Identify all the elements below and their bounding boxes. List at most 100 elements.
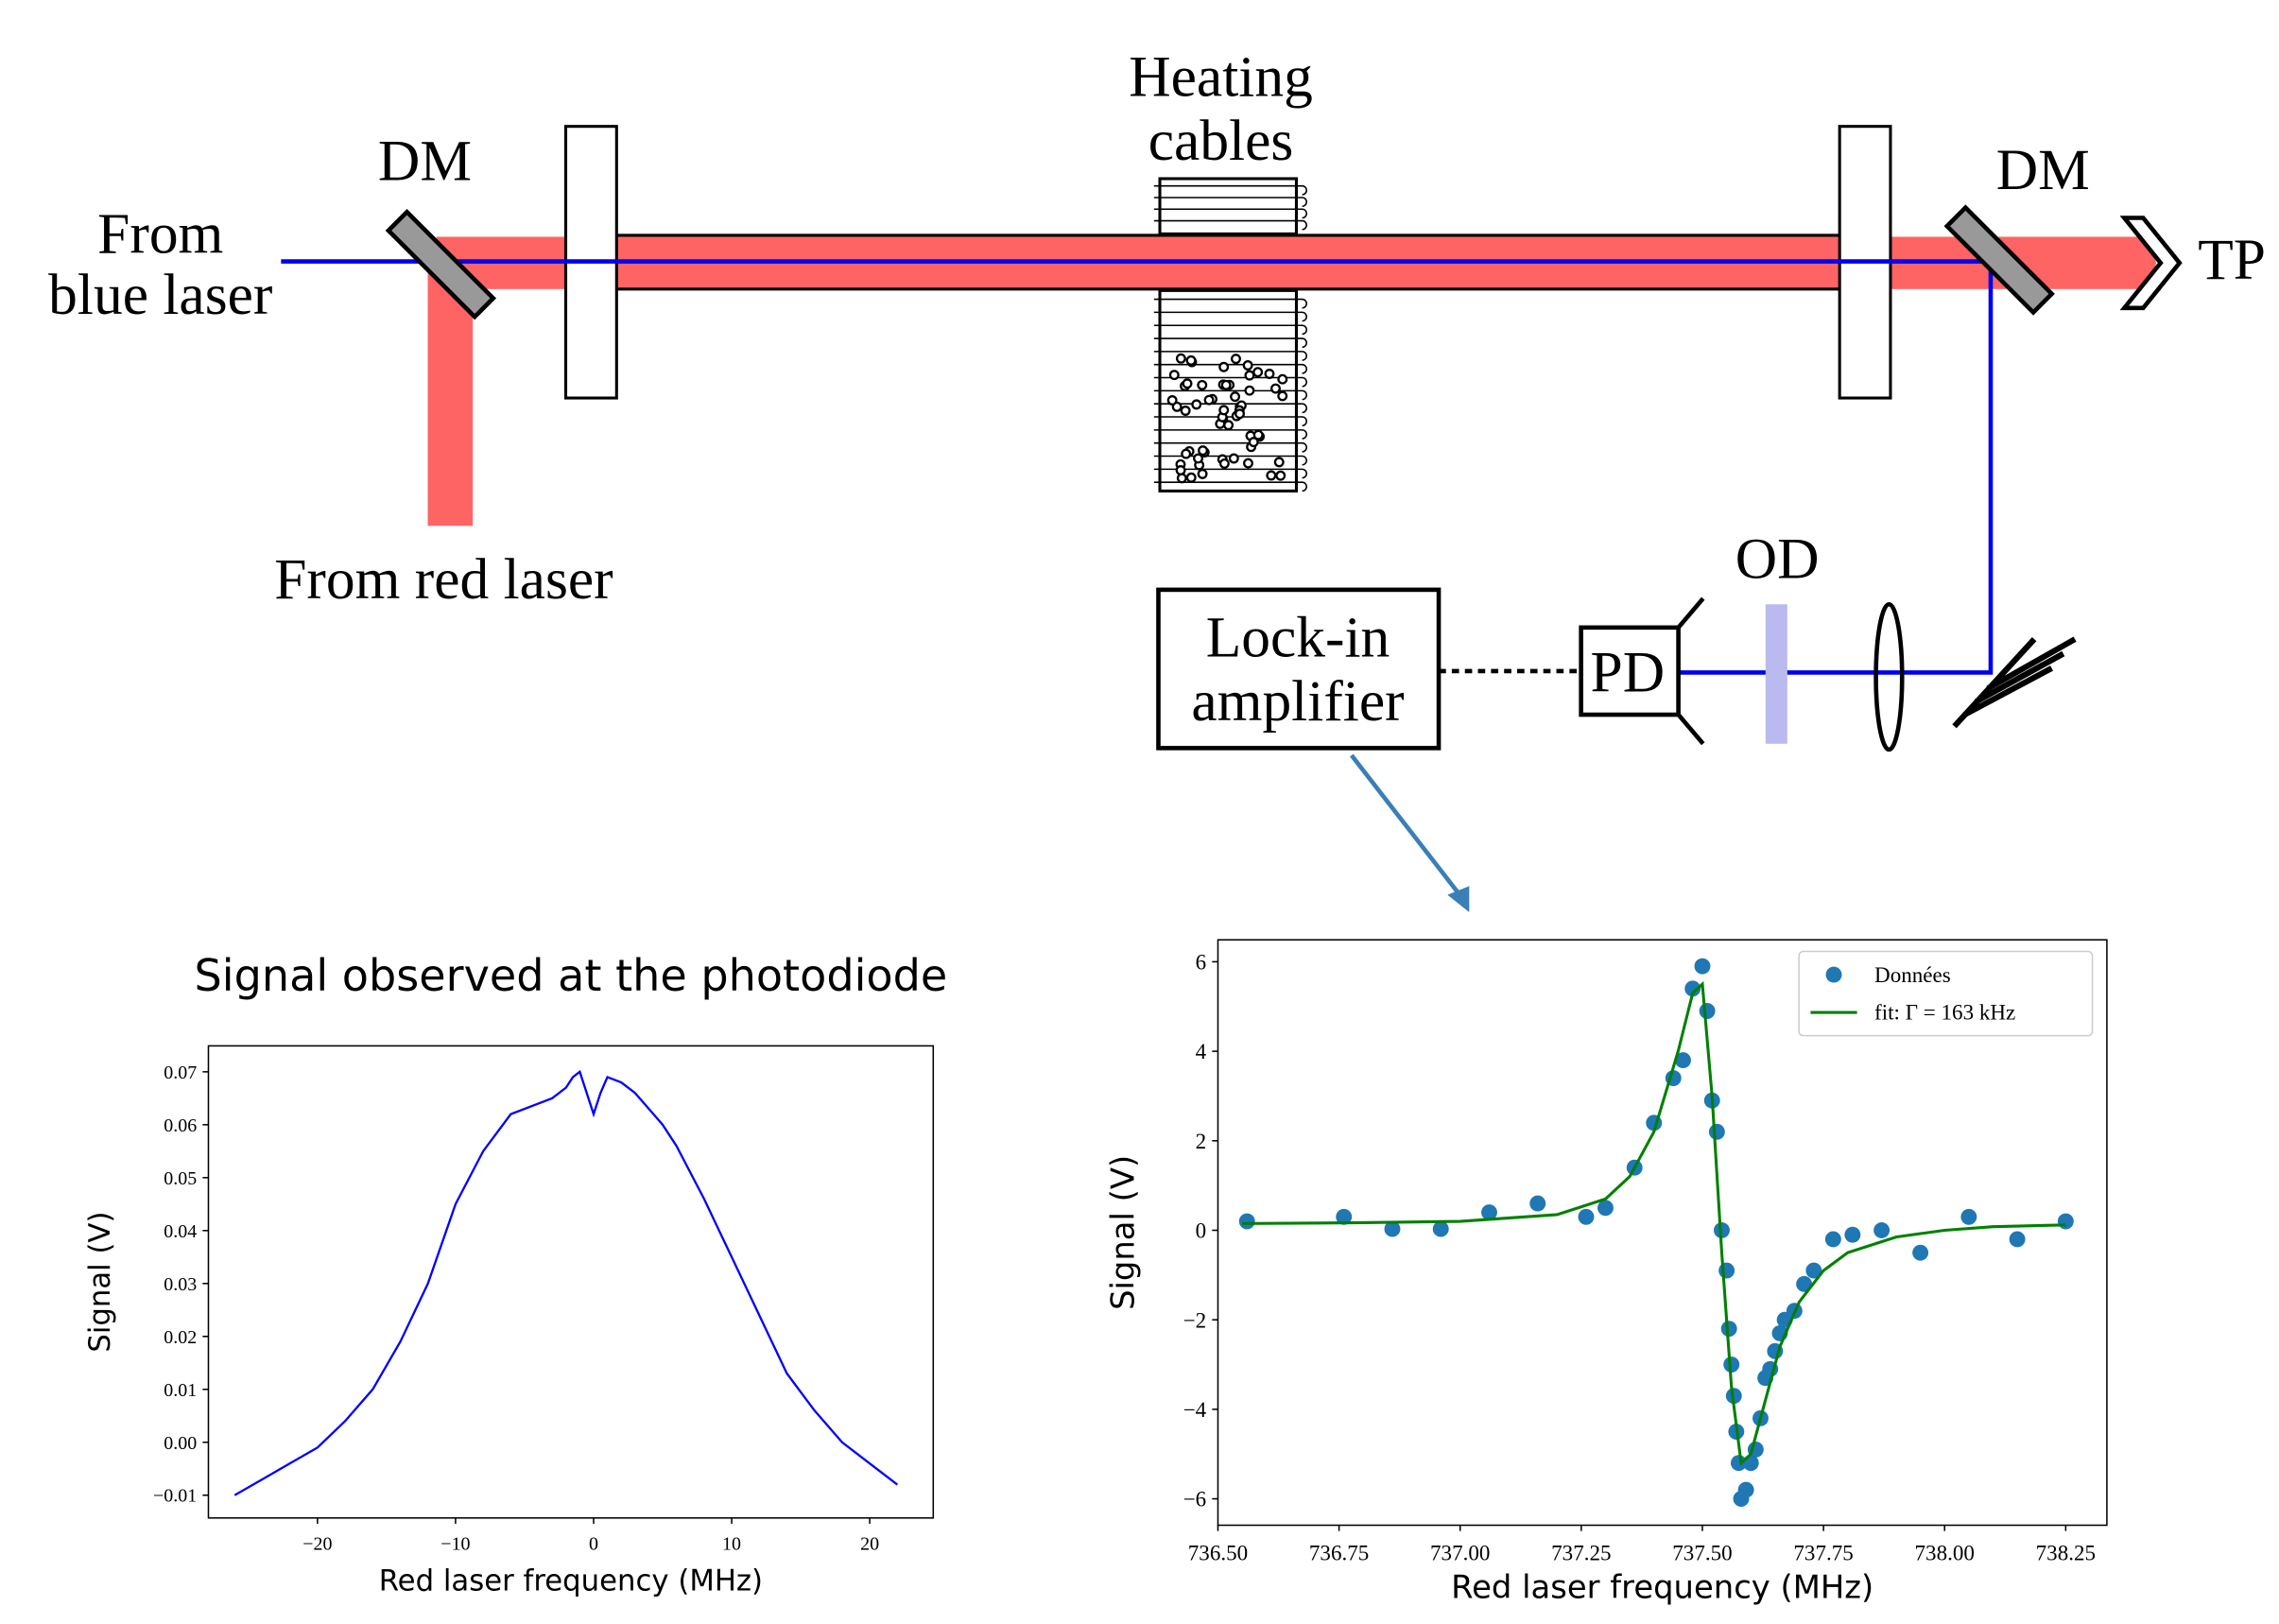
coil: [1153, 219, 1307, 231]
data-point: [1432, 1220, 1449, 1237]
lens: [1873, 601, 1905, 752]
coil: [1153, 208, 1307, 219]
chart: −20 −10 0 10 20 −0.01 0.00 0.01 0.02 0.03 0.04 0.05…: [83, 950, 947, 1598]
y-tick-label: −6: [1183, 1487, 1207, 1512]
data-point: [1796, 1275, 1813, 1292]
label: amplifier: [1191, 669, 1404, 734]
setup-diagram: From blue laser From red laser DM DM Hea…: [48, 44, 2266, 913]
label: DM: [1996, 138, 2090, 202]
atom: [1198, 445, 1208, 457]
dichroic-mirror: [1943, 204, 2055, 316]
data-point: [1708, 1123, 1725, 1140]
blue-beam: [281, 259, 1994, 675]
atom: [1197, 379, 1208, 390]
atom: [1234, 408, 1245, 420]
x-tick-label: 737.00: [1430, 1540, 1490, 1564]
atom: [1171, 401, 1183, 412]
atom: [1277, 373, 1288, 385]
data-point: [1723, 1356, 1740, 1373]
y-tick-label: 0.01: [164, 1380, 197, 1401]
od-filter: [1765, 604, 1787, 744]
coil: [1153, 389, 1307, 401]
y-tick-label: 4: [1196, 1039, 1207, 1063]
atom: [1175, 465, 1186, 475]
coil: [1153, 184, 1307, 196]
atom: [1277, 390, 1288, 402]
data-point: [1960, 1208, 1977, 1225]
plot-frame: [207, 1045, 935, 1519]
data-point: [1481, 1204, 1497, 1221]
data-point: [1336, 1208, 1353, 1225]
arrow-head: [1447, 886, 1470, 913]
legend-box: [1798, 950, 2094, 1037]
photodiode: [1676, 596, 1705, 630]
label: DM: [378, 130, 472, 194]
atom: [1182, 378, 1193, 389]
y-tick-label: −0.01: [153, 1486, 197, 1507]
atom: [1193, 453, 1204, 464]
data-point: [1873, 1222, 1891, 1238]
x-tick-label: 737.50: [1672, 1540, 1732, 1564]
data-point: [1737, 1481, 1754, 1498]
atom: [1220, 379, 1232, 390]
data-point: [1824, 1231, 1841, 1248]
label: cables: [1148, 109, 1294, 173]
atom: [1197, 468, 1208, 479]
y-tick-label: −2: [1183, 1307, 1207, 1332]
atom: [1168, 370, 1180, 381]
coil: [1153, 481, 1307, 492]
atom: [1191, 399, 1202, 410]
atom: [1218, 361, 1230, 372]
data-point: [2009, 1231, 2026, 1248]
atom: [1231, 354, 1241, 365]
coil: [1153, 363, 1307, 374]
data-point: [1805, 1262, 1822, 1279]
atom: [1185, 354, 1197, 366]
atom: [1203, 394, 1215, 406]
y-tick-label: 0.04: [164, 1221, 197, 1242]
label: From: [97, 201, 223, 266]
x-tick-label: 20: [860, 1534, 879, 1555]
coil: [1153, 416, 1307, 427]
y-tick-label: −4: [1183, 1397, 1207, 1422]
atom: [1228, 453, 1239, 464]
data-point: [1694, 958, 1711, 975]
x-tick-label: −20: [302, 1534, 332, 1555]
data-point: [1912, 1244, 1929, 1261]
atom: [1176, 473, 1187, 484]
data-point: [1730, 1455, 1747, 1472]
data-point: [1718, 1262, 1735, 1279]
coil: [1153, 441, 1307, 453]
label: Heating: [1129, 44, 1313, 109]
data-point: [1529, 1195, 1546, 1212]
x-tick-label: 737.75: [1793, 1540, 1853, 1564]
data-line: [1242, 980, 2066, 1466]
atom: [1230, 391, 1241, 403]
label: blue laser: [48, 263, 272, 327]
data-point: [1384, 1220, 1401, 1237]
atom: [1270, 383, 1281, 394]
atom: [1244, 370, 1255, 381]
heating-coils: [1153, 184, 1307, 492]
coil: [1153, 403, 1307, 414]
data-point: [1675, 1052, 1691, 1069]
data-point: [1720, 1321, 1737, 1338]
atom: [1244, 385, 1255, 396]
data-point: [1597, 1200, 1614, 1217]
legend-swatch: [1825, 966, 1842, 983]
x-axis-label: Red laser frequency (MHz): [1451, 1568, 1873, 1605]
chart: 736.50 736.75 737.00 737.25 737.50 737.75 738.…: [1104, 939, 2108, 1605]
data-point: [1844, 1226, 1861, 1243]
heater: [1158, 177, 1298, 235]
legend-label: Données: [1874, 962, 1951, 987]
atom: [1181, 448, 1192, 459]
atom: [1180, 406, 1191, 416]
coil: [1153, 351, 1307, 361]
y-tick-label: 0.03: [164, 1274, 197, 1295]
y-tick-label: 0.07: [164, 1063, 197, 1083]
y-tick-label: 0: [1196, 1218, 1207, 1243]
x-tick-label: −10: [440, 1534, 470, 1555]
atom: [1175, 353, 1186, 364]
x-tick-label: 738.00: [1915, 1540, 1975, 1564]
atom: [1218, 458, 1230, 469]
